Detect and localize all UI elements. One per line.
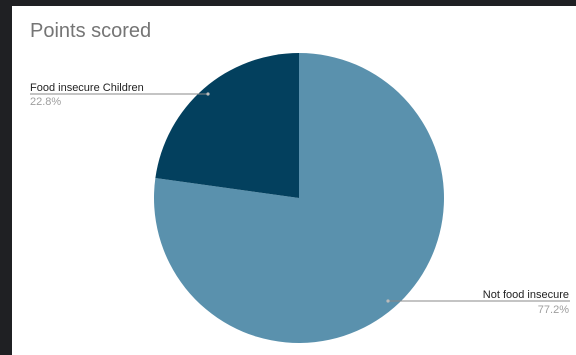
leader-dot-food-insecure: [206, 92, 210, 96]
slice-percent-food-insecure: 22.8%: [30, 96, 61, 108]
slice-label-not-food-insecure: Not food insecure: [483, 289, 569, 301]
slice-label-food-insecure: Food insecure Children: [30, 82, 144, 94]
chart-title: Points scored: [30, 20, 152, 42]
pie-slice-food-insecure: [155, 52, 299, 198]
leader-dot-not-food-insecure: [386, 299, 390, 303]
leader-lines: [30, 92, 570, 303]
pie-slice-not-food-insecure: [153, 53, 444, 343]
pie-slices: [153, 52, 444, 343]
slice-percent-not-food-insecure: 77.2%: [538, 304, 569, 316]
